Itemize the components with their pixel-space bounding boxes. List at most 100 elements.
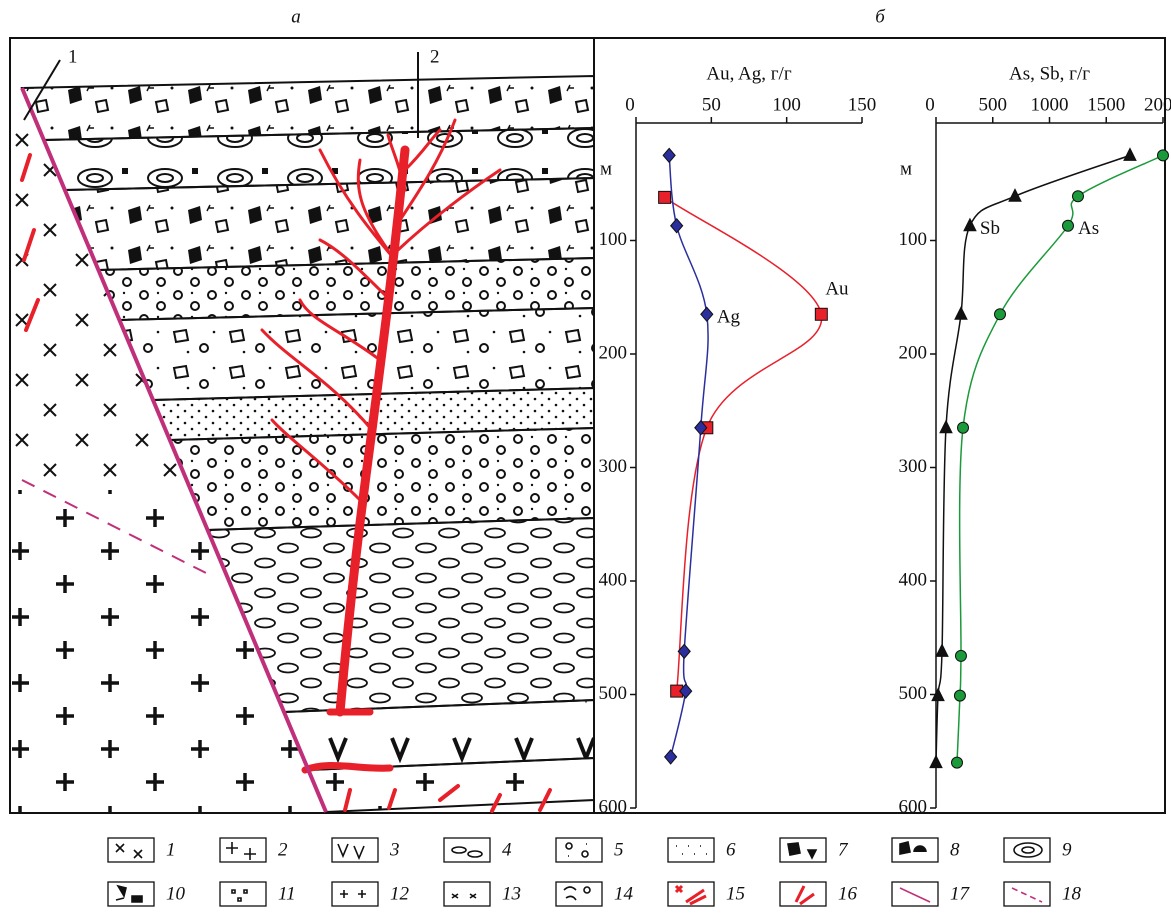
- page: {"panel_labels":["а","б"], "section":{"m…: [0, 0, 1171, 918]
- legend-box: [444, 838, 490, 862]
- legend-box: [108, 838, 154, 862]
- panel-label: б: [875, 6, 886, 27]
- x-axis-label: Au, Ag, г/г: [706, 63, 791, 84]
- legend-symbol: [900, 842, 926, 854]
- point: [930, 756, 942, 768]
- legend-box: [780, 838, 826, 862]
- point: [955, 307, 967, 319]
- series-label: Sb: [980, 218, 1000, 239]
- legend-box: [556, 882, 602, 906]
- point: [964, 219, 976, 231]
- figure: 1 2 а б 123456789101112131415161718 Au, …: [0, 0, 1171, 918]
- legend-label: 2: [278, 839, 288, 860]
- series-line: [957, 155, 1163, 762]
- point: [1072, 191, 1083, 202]
- legend-label: 15: [726, 883, 745, 904]
- point: [951, 757, 962, 768]
- legend-symbol: [788, 843, 816, 858]
- legend-label: 7: [838, 839, 849, 860]
- legend-label: 5: [614, 839, 624, 860]
- cross-section: [12, 76, 594, 812]
- x-tick-label: 1000: [1031, 94, 1069, 115]
- point: [955, 650, 966, 661]
- point: [815, 308, 827, 320]
- x-tick-label: 150: [848, 94, 877, 115]
- point: [1063, 220, 1074, 231]
- y-tick-label: 300: [899, 456, 928, 477]
- legend-label: 18: [1062, 883, 1082, 904]
- legend-box: [668, 838, 714, 862]
- y-tick-label: 200: [899, 342, 928, 363]
- legend-label: 11: [278, 883, 296, 904]
- legend-symbol: [566, 843, 588, 857]
- legend-label: 13: [502, 883, 521, 904]
- legend-label: 9: [1062, 839, 1072, 860]
- y-tick-label: 400: [899, 569, 928, 590]
- legend-box: [108, 882, 154, 906]
- point: [958, 422, 969, 433]
- legend-label: 14: [614, 883, 634, 904]
- legend-symbol: [452, 894, 476, 898]
- point: [995, 309, 1006, 320]
- y-tick-label: 100: [899, 229, 928, 250]
- legend-label: 16: [838, 883, 858, 904]
- point: [671, 219, 683, 233]
- x-tick-label: 100: [772, 94, 801, 115]
- legend-symbol: [232, 890, 247, 901]
- legend-box: [1004, 882, 1050, 906]
- legend-symbol: [564, 887, 590, 900]
- y-tick-label: 500: [599, 683, 628, 704]
- legend-box: [444, 882, 490, 906]
- x-tick-label: 0: [925, 94, 935, 115]
- legend-symbol: [338, 844, 364, 858]
- series-line: [936, 155, 1130, 762]
- legend-label: 3: [389, 839, 400, 860]
- series-label: As: [1078, 218, 1099, 239]
- point: [659, 191, 671, 203]
- point: [663, 148, 675, 162]
- point: [1124, 148, 1136, 160]
- legend-symbol: [900, 888, 930, 902]
- x-tick-label: 50: [702, 94, 721, 115]
- legend-box: [332, 882, 378, 906]
- legend-box: [892, 882, 938, 906]
- legend-symbol: [340, 890, 366, 898]
- series-label: Au: [825, 279, 849, 300]
- series-line: [665, 197, 822, 691]
- legend-label: 1: [166, 839, 176, 860]
- legend-symbol: [1014, 843, 1042, 857]
- y-tick-label: 600: [899, 796, 928, 817]
- legend-box: [1004, 838, 1050, 862]
- y-axis-label: м: [600, 158, 612, 179]
- legend-symbol: [116, 886, 142, 902]
- legend-box: [220, 838, 266, 862]
- point: [1158, 150, 1169, 161]
- x-tick-label: 1500: [1087, 94, 1125, 115]
- x-tick-label: 500: [979, 94, 1008, 115]
- legend-symbol: [676, 886, 706, 904]
- y-tick-label: 200: [599, 342, 628, 363]
- series-label: Ag: [717, 307, 741, 328]
- legend-label: 8: [950, 839, 960, 860]
- point: [940, 421, 952, 433]
- legend-label: 12: [390, 883, 410, 904]
- legend-symbol: [116, 844, 142, 858]
- point: [954, 690, 965, 701]
- x-tick-label: 2000: [1144, 94, 1171, 115]
- legend-label: 4: [502, 839, 512, 860]
- y-tick-label: 100: [599, 229, 628, 250]
- y-tick-label: 600: [599, 796, 628, 817]
- rock-layer: [65, 178, 594, 270]
- section-marker: 1: [68, 46, 78, 67]
- series-line: [669, 155, 708, 757]
- x-tick-label: 0: [625, 94, 635, 115]
- legend-label: 10: [166, 883, 186, 904]
- legend-symbol: [1012, 888, 1042, 902]
- legend-label: 6: [726, 839, 736, 860]
- x-axis-label: As, Sb, г/г: [1009, 63, 1090, 84]
- y-tick-label: 500: [899, 683, 928, 704]
- rock-layer: [119, 308, 594, 400]
- legend-box: [556, 838, 602, 862]
- point: [665, 750, 677, 764]
